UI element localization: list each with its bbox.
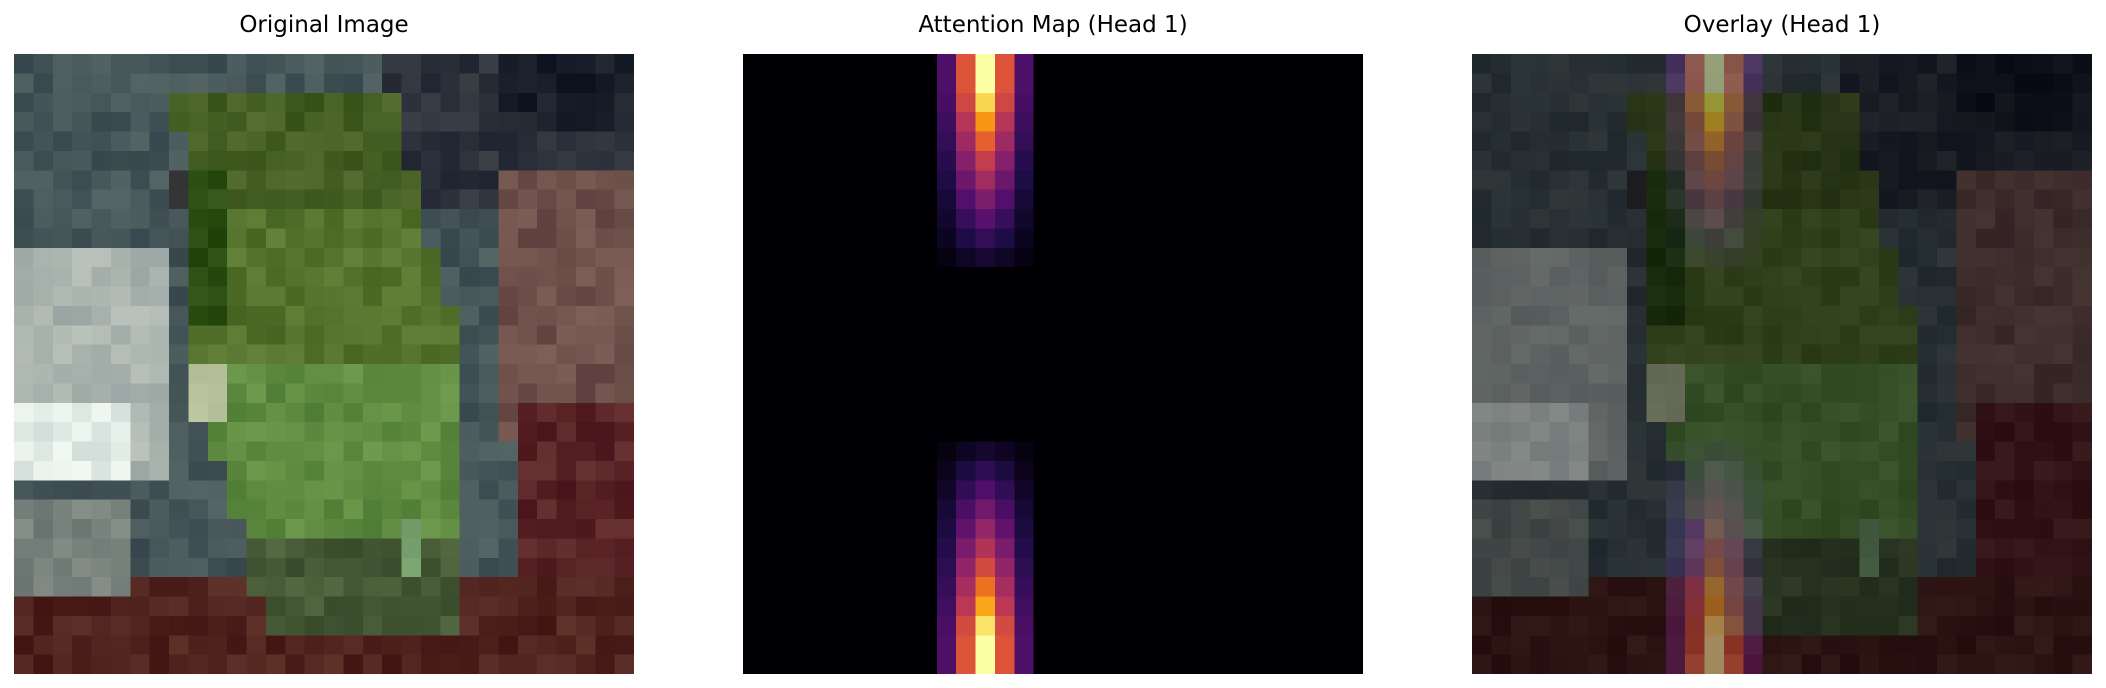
attention-map-panel: Attention Map (Head 1): [743, 0, 1363, 688]
original-image-title: Original Image: [239, 12, 409, 38]
overlay-panel: Overlay (Head 1): [1472, 0, 2092, 688]
overlay-image: [1472, 54, 2092, 674]
attention-map-image: [743, 54, 1363, 674]
overlay-title: Overlay (Head 1): [1683, 12, 1881, 38]
attention-map-title: Attention Map (Head 1): [918, 12, 1188, 38]
original-image-panel: Original Image: [14, 0, 634, 688]
original-image: [14, 54, 634, 674]
